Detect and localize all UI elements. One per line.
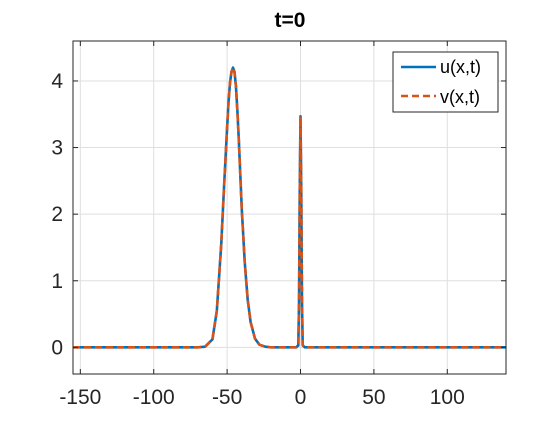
series-line-v [73, 66, 506, 349]
y-tick-label: 1 [51, 270, 63, 293]
x-tick-label: 0 [295, 386, 307, 409]
chart-title: t=0 [275, 9, 306, 32]
x-tick-label: -100 [133, 386, 175, 409]
legend: u(x,t) v(x,t) [392, 51, 499, 113]
legend-entry-v: v(x,t) [440, 87, 480, 107]
y-tick-label: 2 [51, 203, 63, 226]
y-tick-label: 0 [51, 336, 63, 359]
axes [72, 40, 507, 375]
y-tick-label: 4 [51, 70, 63, 93]
series-layer [73, 66, 506, 349]
x-tick-label: -50 [212, 386, 242, 409]
legend-box [392, 51, 499, 113]
x-tick-label: 50 [362, 386, 385, 409]
x-tick-label: -150 [59, 386, 101, 409]
axes-box [72, 40, 507, 375]
tick-labels: -150 -100 -50 0 50 100 0 1 2 3 4 [51, 70, 464, 409]
y-tick-label: 3 [51, 137, 63, 160]
x-tick-label: 100 [430, 386, 465, 409]
legend-entry-u: u(x,t) [440, 57, 481, 77]
